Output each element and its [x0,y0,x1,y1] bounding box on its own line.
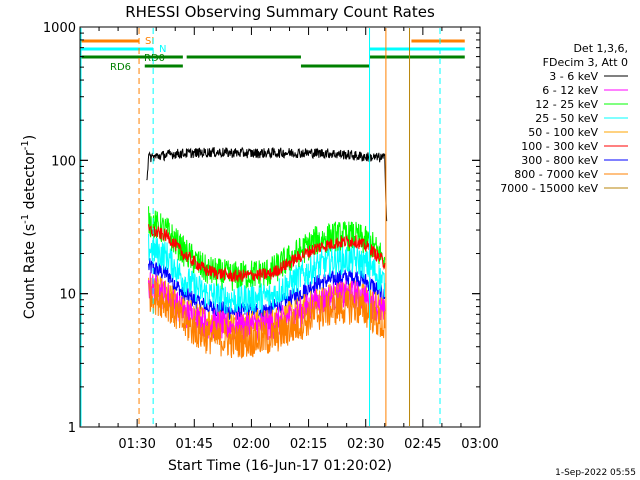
y-tick-label: 1 [68,421,76,436]
legend-label: 7000 - 15000 keV [500,182,598,195]
y-axis-label-mid: detector [22,150,38,214]
x-tick-label: 02:45 [404,437,441,452]
x-axis-label: Start Time (16-Jun-17 01:20:02) [168,458,392,474]
x-tick-label: 01:45 [176,437,213,452]
series-line-100-300-kev [148,224,386,282]
y-axis-label-main: Count Rate (s [22,224,38,319]
y-tick-label: 1000 [43,21,76,36]
x-axis: 01:30 01:45 02:00 02:15 02:30 02:45 03:00 [98,27,499,452]
series-line-12-25-kev [148,206,386,291]
y-axis-label-sup2: -1 [20,140,31,150]
x-tick-label: 03:00 [461,437,498,452]
legend-label: 50 - 100 keV [528,126,598,139]
legend-label: 3 - 6 keV [549,70,598,83]
flag-label-rd6: RD6 [110,62,131,73]
legend-header: FDecim 3, Att 0 [543,56,628,69]
series-line-800-7000-kev [148,277,386,359]
legend-label: 12 - 25 keV [535,98,598,111]
series-line-25-50-kev [148,233,386,315]
x-tick-label: 02:15 [290,437,327,452]
flag-label-n: N [159,44,166,55]
y-axis: 1 10 100 1000 [43,21,480,436]
plot-area [146,146,388,359]
x-tick-label: 02:30 [347,437,384,452]
y-axis-label-sup1: -1 [20,214,31,224]
x-tick-label: 01:30 [118,437,155,452]
x-tick-label: 02:00 [233,437,270,452]
y-axis-label-end: ) [22,135,38,140]
legend-header: Det 1,3,6, [573,42,628,55]
plot-frame [79,26,481,428]
series-line-3-6-kev [146,146,388,222]
y-tick-label: 100 [51,154,76,169]
flag-label-si: SI [145,36,154,47]
legend-label: 25 - 50 keV [535,112,598,125]
chart-title: RHESSI Observing Summary Count Rates [125,3,435,21]
legend-label: 300 - 800 keV [521,154,598,167]
y-axis-label: Count Rate (s-1 detector-1) [20,135,38,319]
legend-label: 6 - 12 keV [542,84,598,97]
legend-label: 100 - 300 keV [521,140,598,153]
y-tick-label: 10 [59,288,76,303]
event-lines [80,28,441,426]
footer-date: 1-Sep-2022 05:55 [555,468,636,478]
legend-label: 800 - 7000 keV [514,168,598,181]
flag-label-rd0: RD0 [144,53,165,64]
